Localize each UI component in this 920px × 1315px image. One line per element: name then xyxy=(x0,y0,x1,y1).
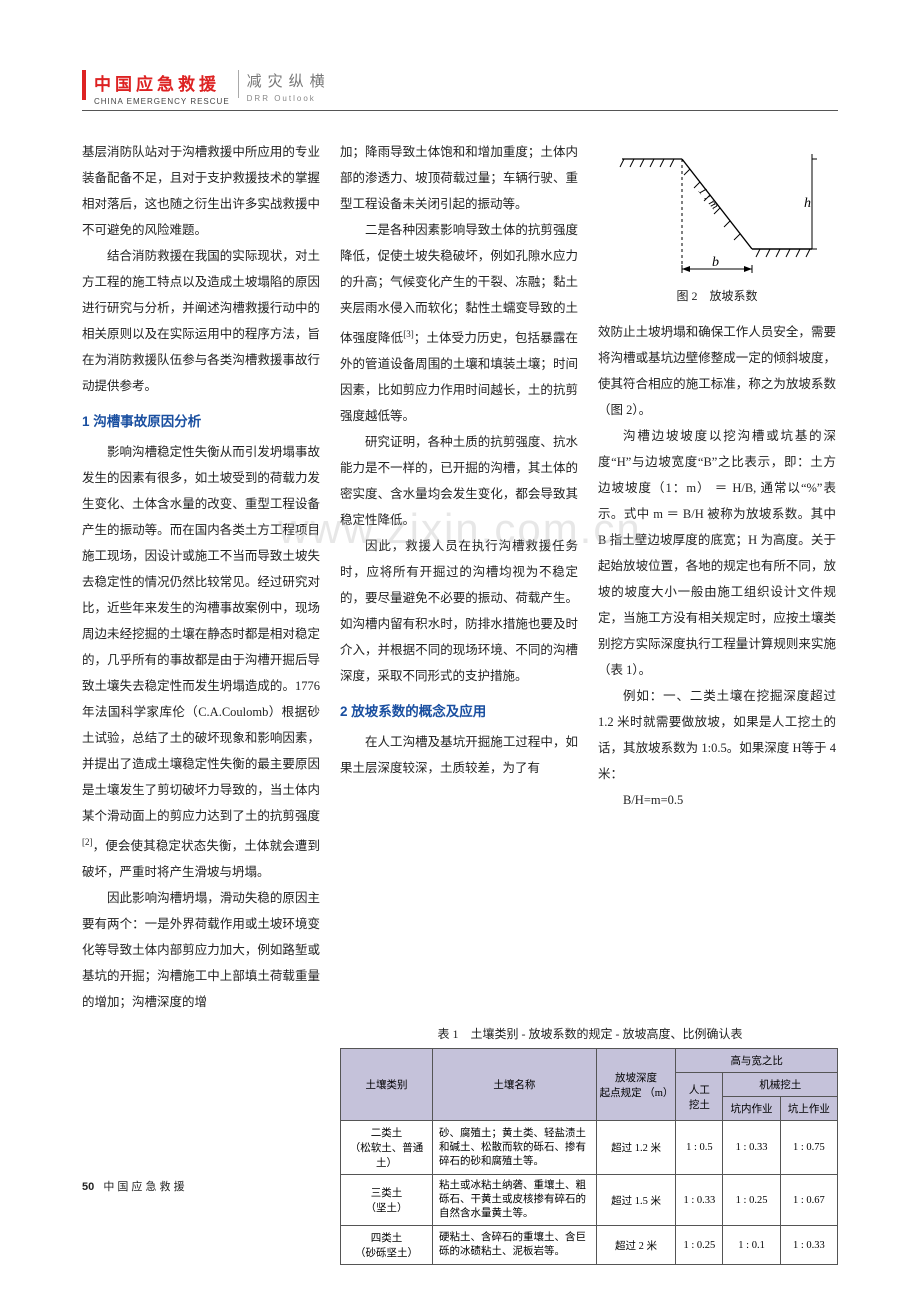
cell-cat: 四类土（砂砾坚土） xyxy=(341,1226,433,1265)
cell-r3: 1 : 0.75 xyxy=(780,1121,837,1175)
figure-2-caption: 图 2 放坡系数 xyxy=(598,283,836,309)
header-separator xyxy=(238,70,239,98)
column-1: 基层消防队站对于沟槽救援中所应用的专业装备配备不足，且对于支护救援技术的掌握相对… xyxy=(82,139,320,1015)
cell-cat: 二类土（松软土、普通土） xyxy=(341,1121,433,1175)
table-1-caption: 表 1 土壤类别 - 放坡系数的规定 - 放坡高度、比例确认表 xyxy=(342,1025,838,1042)
label-h: h xyxy=(804,196,811,211)
cell-name: 砂、腐殖土；黄土类、轻盐渍土和碱土、松散而软的砾石、掺有碎石的砂和腐殖土等。 xyxy=(433,1121,597,1175)
label-b: b xyxy=(712,255,719,270)
th-name: 土壤名称 xyxy=(433,1049,597,1121)
c2-p3: 研究证明，各种土质的抗剪强度、抗水能力是不一样的，已开掘的沟槽，其土体的密实度、… xyxy=(340,429,578,533)
cell-r2: 1 : 0.33 xyxy=(723,1121,780,1175)
c1-p3: 影响沟槽稳定性失衡从而引发坍塌事故发生的因素有很多，如土坡受到的荷载力发生变化、… xyxy=(82,439,320,885)
column-2: 加；降雨导致土体饱和和增加重度；土体内部的渗透力、坡顶荷载过量；车辆行驶、重型工… xyxy=(340,139,578,1015)
th-machine: 机械挖土 xyxy=(723,1073,838,1097)
text-columns: 基层消防队站对于沟槽救援中所应用的专业装备配备不足，且对于支护救援技术的掌握相对… xyxy=(82,139,838,1015)
section-2-heading: 2 放坡系数的概念及应用 xyxy=(340,699,578,725)
header-title-en: CHINA EMERGENCY RESCUE xyxy=(94,97,230,106)
th-category: 土壤类别 xyxy=(341,1049,433,1121)
cell-r2: 1 : 0.1 xyxy=(723,1226,780,1265)
header-title-cn: 中国应急救援 xyxy=(94,70,230,95)
column-3: h b 1 : m 图 2 放坡系数 效防止土坡坍塌和确保工作人员安全，需要将沟… xyxy=(598,139,836,1015)
c1-p1: 基层消防队站对于沟槽救援中所应用的专业装备配备不足，且对于支护救援技术的掌握相对… xyxy=(82,139,320,243)
figure-2: h b 1 : m 图 2 放坡系数 xyxy=(598,139,836,309)
page-number: 50 xyxy=(82,1181,94,1193)
cell-r3: 1 : 0.33 xyxy=(780,1226,837,1265)
c1-p2: 结合消防救援在我国的实际现状，对土方工程的施工特点以及造成土坡塌陷的原因进行研究… xyxy=(82,243,320,399)
cell-depth: 超过 2 米 xyxy=(596,1226,676,1265)
th-in-pit: 坑内作业 xyxy=(723,1097,780,1121)
c2-p2: 二是各种因素影响导致土体的抗剪强度降低，促使土坡失稳破坏，例如孔隙水应力的升高；… xyxy=(340,217,578,429)
table-row: 三类土（坚土） 粘土或冰粘土纳砻、重壤土、粗砾石、干黄土或皮核掺有碎石的自然含水… xyxy=(341,1175,838,1226)
cell-r1: 1 : 0.5 xyxy=(676,1121,723,1175)
c2-p5: 在人工沟槽及基坑开掘施工过程中，如果土层深度较深，土质较差，为了有 xyxy=(340,729,578,781)
cell-name: 粘土或冰粘土纳砻、重壤土、粗砾石、干黄土或皮核掺有碎石的自然含水量黄土等。 xyxy=(433,1175,597,1226)
cell-depth: 超过 1.2 米 xyxy=(596,1121,676,1175)
header-sub-en: DRR Outlook xyxy=(247,94,331,103)
footer-text: 中 国 应 急 救 援 xyxy=(103,1181,184,1193)
cell-r2: 1 : 0.25 xyxy=(723,1175,780,1226)
cell-r1: 1 : 0.33 xyxy=(676,1175,723,1226)
section-1-heading: 1 沟槽事故原因分析 xyxy=(82,409,320,435)
c2-p4: 因此，救援人员在执行沟槽救援任务时，应将所有开掘过的沟槽均视为不稳定的，要尽量避… xyxy=(340,533,578,689)
header-accent-bar xyxy=(82,70,86,100)
cell-cat: 三类土（坚土） xyxy=(341,1175,433,1226)
table-1: 土壤类别 土壤名称 放坡深度起点规定 （m） 高与宽之比 人工挖土 机械挖土 坑… xyxy=(340,1048,838,1265)
c1-p4: 因此影响沟槽坍塌，滑动失稳的原因主要有两个：一是外界荷载作用或土坡环境变化等导致… xyxy=(82,885,320,1015)
table-body: 二类土（松软土、普通土） 砂、腐殖土；黄土类、轻盐渍土和碱土、松散而软的砾石、掺… xyxy=(341,1121,838,1265)
th-above-pit: 坑上作业 xyxy=(780,1097,837,1121)
c3-p2: 沟槽边坡坡度以挖沟槽或坑基的深度“H”与边坡宽度“B”之比表示，即：土方边坡坡度… xyxy=(598,423,836,683)
header-title-block: 中国应急救援 CHINA EMERGENCY RESCUE xyxy=(94,70,230,106)
slope-diagram-svg: h b 1 : m xyxy=(612,139,822,279)
label-slope: 1 : m xyxy=(696,184,723,212)
cell-name: 硬粘土、含碎石的重壤土、含巨砾的冰碛粘土、泥板岩等。 xyxy=(433,1226,597,1265)
cell-r1: 1 : 0.25 xyxy=(676,1226,723,1265)
citation-3: [3] xyxy=(403,329,414,339)
page-footer: 50 中 国 应 急 救 援 xyxy=(82,1178,185,1194)
page-header: 中国应急救援 CHINA EMERGENCY RESCUE 减灾纵横 DRR O… xyxy=(82,70,838,111)
th-manual: 人工挖土 xyxy=(676,1073,723,1121)
header-sub-cn: 减灾纵横 xyxy=(247,70,331,91)
cell-r3: 1 : 0.67 xyxy=(780,1175,837,1226)
th-depth: 放坡深度起点规定 （m） xyxy=(596,1049,676,1121)
c3-p3: 例如：一、二类土壤在挖掘深度超过1.2 米时就需要做放坡，如果是人工挖土的话，其… xyxy=(598,683,836,787)
table-row: 四类土（砂砾坚土） 硬粘土、含碎石的重壤土、含巨砾的冰碛粘土、泥板岩等。 超过 … xyxy=(341,1226,838,1265)
c3-p4: B/H=m=0.5 xyxy=(598,787,836,813)
c2-p1: 加；降雨导致土体饱和和增加重度；土体内部的渗透力、坡顶荷载过量；车辆行驶、重型工… xyxy=(340,139,578,217)
table-row: 二类土（松软土、普通土） 砂、腐殖土；黄土类、轻盐渍土和碱土、松散而软的砾石、掺… xyxy=(341,1121,838,1175)
citation-2: [2] xyxy=(82,837,93,847)
c3-p1: 效防止土坡坍塌和确保工作人员安全，需要将沟槽或基坑边壁修整成一定的倾斜坡度，使其… xyxy=(598,319,836,423)
cell-depth: 超过 1.5 米 xyxy=(596,1175,676,1226)
th-ratio: 高与宽之比 xyxy=(676,1049,838,1073)
header-sub-block: 减灾纵横 DRR Outlook xyxy=(247,70,331,103)
